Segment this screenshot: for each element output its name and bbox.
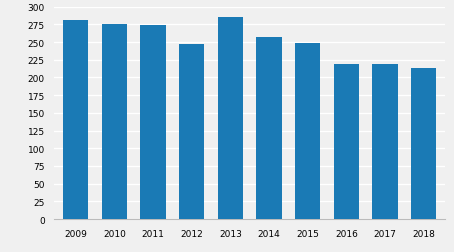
Bar — [218, 18, 243, 219]
Bar — [140, 26, 166, 219]
Bar — [411, 69, 436, 219]
Bar — [372, 65, 398, 219]
Bar — [295, 44, 320, 219]
Bar — [102, 24, 127, 219]
Bar — [257, 38, 281, 219]
Bar — [179, 45, 204, 219]
Bar — [334, 65, 359, 219]
Bar — [63, 21, 89, 219]
